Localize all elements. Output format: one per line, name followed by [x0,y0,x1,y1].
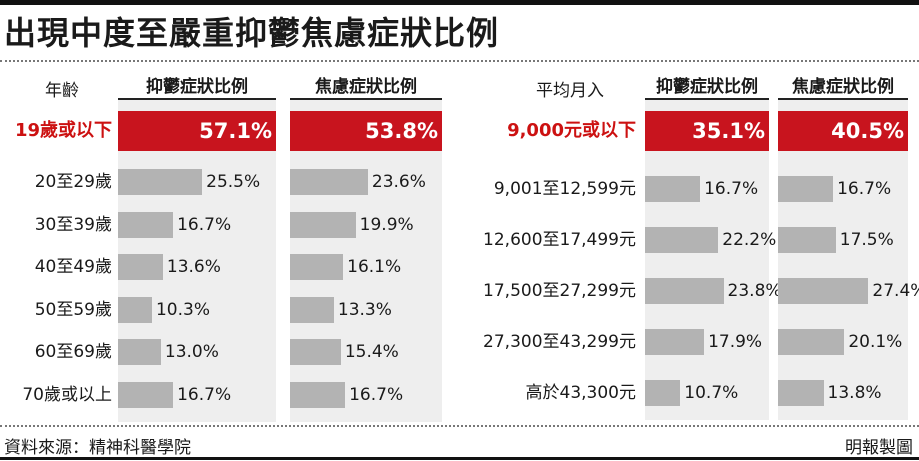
income-category-label: 17,500至27,299元 [483,281,636,301]
chart-title: 出現中度至嚴重抑鬱焦慮症狀比例 [4,14,500,52]
age-bar [290,339,341,365]
age-value-label: 16.7% [177,214,232,235]
age-category-label: 50至59歲 [34,299,112,320]
income-value-label: 16.7% [837,179,892,199]
credit-note: 明報製圖 [845,438,913,458]
age-value-label: 25.5% [206,172,261,192]
age-bar [290,296,334,323]
income-value-label: 13.8% [827,383,882,403]
income-series-0-header: 抑鬱症狀比例 [645,74,769,100]
income-category-header: 平均月入 [536,81,604,101]
income-category-label: 9,000元或以下 [507,120,636,141]
bottom-rule [0,457,919,460]
age-category-header: 年齡 [45,81,79,101]
top-rule [0,0,919,5]
age-bar [118,296,152,323]
income-category-label: 高於43,300元 [525,383,636,403]
income-bar [778,278,869,304]
age-category-label: 60至69歲 [34,342,112,362]
income-category-label: 9,001至12,599元 [493,179,636,199]
income-highlight-value: 40.5% [831,119,904,143]
age-bar [290,211,356,238]
income-series-0-column [645,100,769,420]
income-series-1-header: 焦慮症狀比例 [778,74,908,100]
age-value-label: 10.3% [155,299,210,320]
age-category-label: 30至39歲 [34,214,112,235]
age-highlight-value: 57.1% [199,119,272,143]
income-bar [778,227,836,253]
age-bar [290,169,368,195]
age-bar [118,169,203,195]
age-category-label: 20至29歲 [34,172,112,192]
income-value-label: 17.5% [839,230,894,250]
age-bar [118,381,174,408]
source-note: 資料來源：精神科醫學院 [4,438,191,458]
age-bar [118,211,174,238]
income-category-label: 27,300至43,299元 [483,332,636,352]
income-value-label: 22.2% [722,230,777,250]
age-bar [290,254,344,280]
income-value-label: 10.7% [684,383,739,403]
age-bar [118,339,161,365]
income-bar [645,176,701,202]
age-value-label: 15.4% [344,342,399,362]
age-series-0-header: 抑鬱症狀比例 [118,74,276,100]
age-category-label: 40至49歲 [34,257,112,277]
header-divider [0,60,919,62]
age-value-label: 19.9% [359,214,414,235]
age-series-1-header: 焦慮症狀比例 [290,74,442,100]
income-bar [778,176,834,202]
age-bar [118,254,163,280]
income-bar [778,380,824,406]
footer-divider [0,425,919,427]
income-bar [645,329,705,355]
income-bar [778,329,845,355]
age-value-label: 16.7% [349,384,404,405]
income-value-label: 16.7% [704,179,759,199]
age-bar [290,381,346,408]
age-highlight-value: 53.8% [365,119,438,143]
income-highlight-bar [645,111,769,151]
income-value-label: 20.1% [848,332,903,352]
income-value-label: 17.9% [708,332,763,352]
income-bar [645,227,719,253]
income-bar [645,278,724,304]
age-value-label: 13.6% [166,257,221,277]
income-value-label: 23.8% [727,281,782,301]
income-category-label: 12,600至17,499元 [483,230,636,250]
income-bar [645,380,681,406]
age-value-label: 13.3% [337,299,392,320]
income-value-label: 27.4% [872,281,919,301]
income-highlight-value: 35.1% [692,119,765,143]
age-value-label: 23.6% [371,172,426,192]
age-value-label: 16.7% [177,384,232,405]
age-category-label: 19歲或以下 [14,120,112,141]
income-series-1-column [778,100,908,420]
age-category-label: 70歲或以上 [22,384,112,405]
age-value-label: 16.1% [347,257,402,277]
income-highlight-bar [778,111,908,151]
age-value-label: 13.0% [164,342,219,362]
age-highlight-bar [290,111,442,151]
age-highlight-bar [118,111,276,151]
